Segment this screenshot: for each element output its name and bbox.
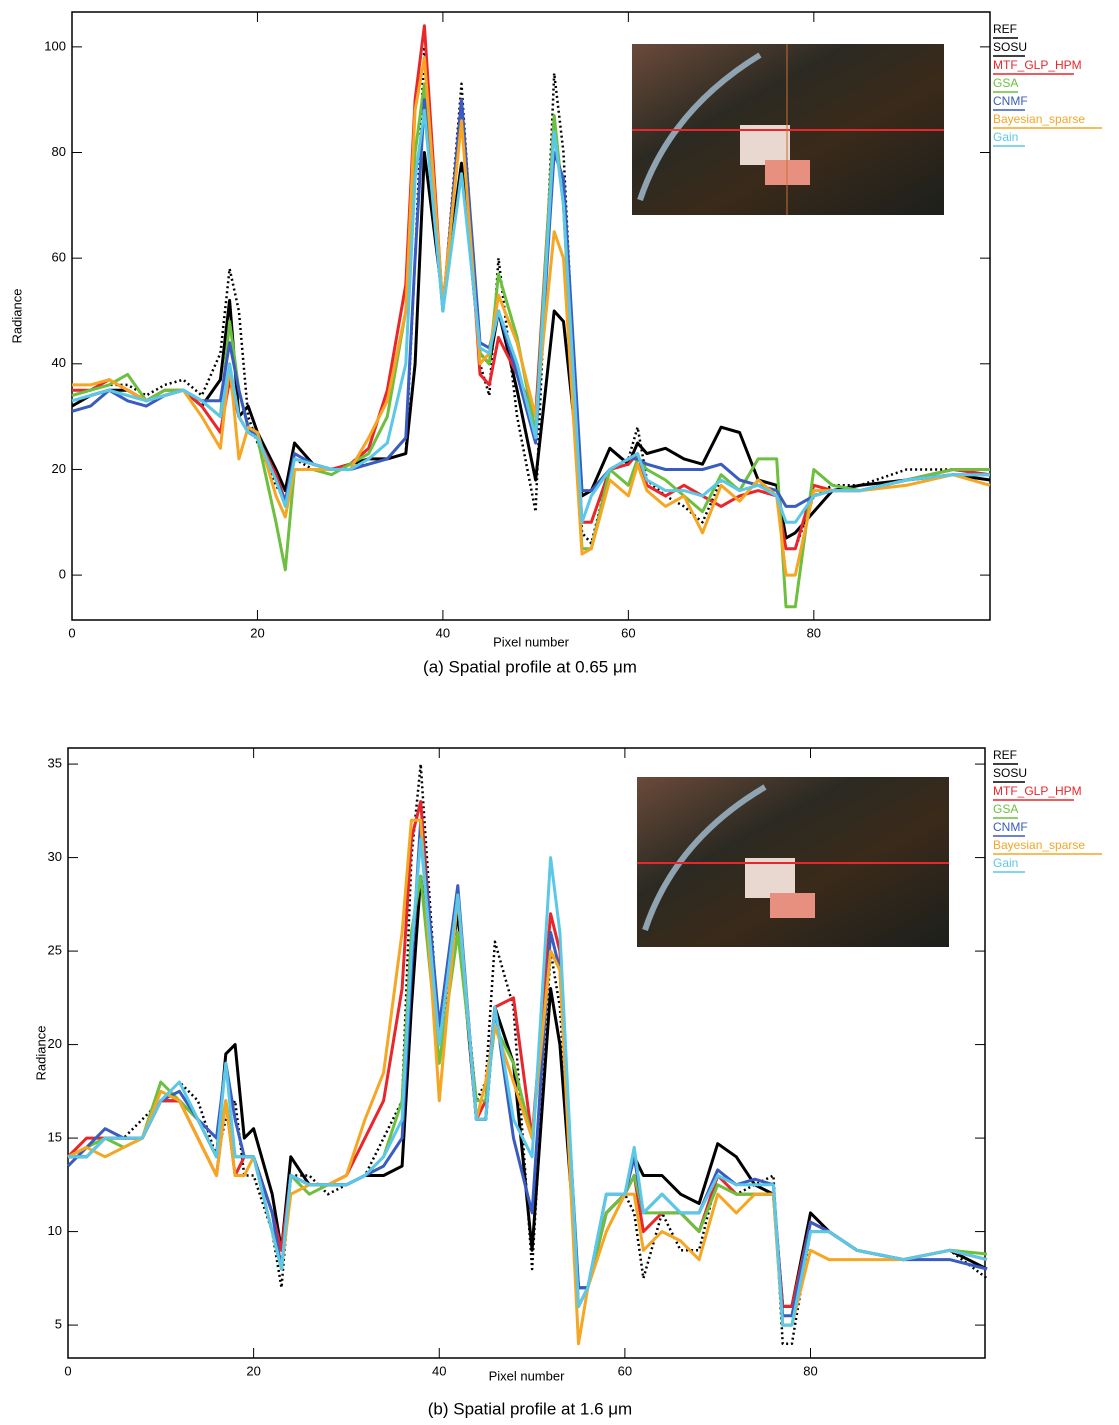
- legend-label: GSA: [993, 76, 1018, 90]
- y-tick-label: 40: [52, 355, 66, 370]
- x-tick-label: 0: [64, 1363, 71, 1378]
- x-tick-label: 0: [68, 625, 75, 640]
- x-tick-label: 20: [250, 625, 264, 640]
- x-tick-label: 40: [432, 1363, 446, 1378]
- legend-label: MTF_GLP_HPM: [993, 784, 1082, 798]
- legend-label: Bayesian_sparse: [993, 838, 1085, 852]
- y-tick-label: 60: [52, 250, 66, 265]
- caption: (a) Spatial profile at 0.65 μm: [423, 657, 637, 676]
- x-tick-label: 60: [618, 1363, 632, 1378]
- x-tick-label: 80: [807, 625, 821, 640]
- legend-label: GSA: [993, 802, 1018, 816]
- y-tick-label: 5: [55, 1317, 62, 1332]
- y-tick-label: 20: [52, 461, 66, 476]
- legend-label: Gain: [993, 856, 1018, 870]
- x-tick-label: 40: [436, 625, 450, 640]
- legend-label: Bayesian_sparse: [993, 112, 1085, 126]
- data-line: [68, 837, 988, 1327]
- y-tick-label: 35: [48, 756, 62, 771]
- legend-label: Gain: [993, 130, 1018, 144]
- y-tick-label: 30: [48, 849, 62, 864]
- data-line: [71, 108, 990, 524]
- y-tick-label: 100: [44, 38, 66, 53]
- legend-label: REF: [993, 748, 1017, 762]
- y-tick-label: 15: [48, 1130, 62, 1145]
- inset-image-a: [632, 44, 944, 215]
- x-tick-label: 20: [246, 1363, 260, 1378]
- x-tick-label: 60: [621, 625, 635, 640]
- y-tick-label: 80: [52, 144, 66, 159]
- y-tick-label: 10: [48, 1223, 62, 1238]
- legend-label: SOSU: [993, 40, 1027, 54]
- data-line: [67, 818, 988, 1346]
- x-axis-label: Pixel number: [489, 1368, 566, 1383]
- y-tick-label: 25: [48, 943, 62, 958]
- inset-image-b: [637, 777, 949, 947]
- plot-frame: [67, 747, 986, 1359]
- x-tick-label: 80: [803, 1363, 817, 1378]
- x-axis-label: Pixel number: [493, 634, 570, 649]
- legend-label: REF: [993, 22, 1017, 36]
- plot-frame: [71, 11, 991, 621]
- legend-label: CNMF: [993, 820, 1028, 834]
- y-tick-label: 20: [48, 1036, 62, 1051]
- data-line: [67, 762, 988, 1346]
- legend-label: SOSU: [993, 766, 1027, 780]
- y-axis-label: Radiance: [33, 1026, 48, 1081]
- caption: (b) Spatial profile at 1.6 μm: [428, 1399, 632, 1418]
- legend-label: MTF_GLP_HPM: [993, 58, 1082, 72]
- legend-label: CNMF: [993, 94, 1028, 108]
- y-tick-label: 0: [59, 567, 66, 582]
- y-axis-label: Radiance: [9, 289, 24, 344]
